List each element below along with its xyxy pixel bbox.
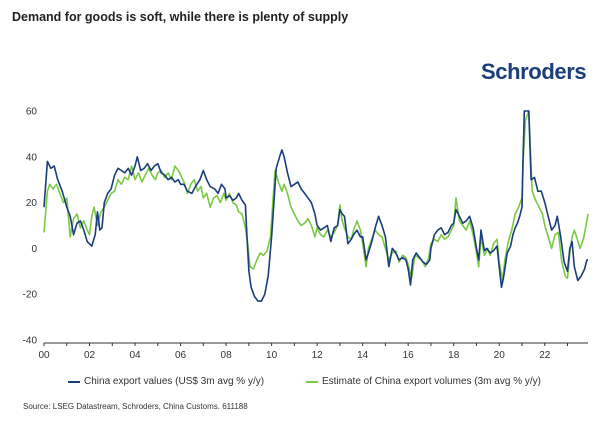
y-tick-label: -20 bbox=[23, 290, 38, 301]
x-tick-label: 00 bbox=[38, 350, 50, 361]
x-tick-label: 06 bbox=[175, 350, 187, 361]
source-note: Source: LSEG Datastream, Schroders, Chin… bbox=[23, 402, 248, 411]
x-tick-label: 20 bbox=[494, 350, 506, 361]
legend-label-export-values: China export values (US$ 3m avg % y/y) bbox=[84, 376, 265, 387]
y-axis-labels: 60 40 20 0 -20 -40 bbox=[23, 107, 38, 347]
y-tick-label: -40 bbox=[23, 336, 38, 347]
x-tick-label: 14 bbox=[357, 350, 369, 361]
x-axis: 00 02 04 06 08 10 12 14 16 18 20 22 bbox=[38, 342, 588, 361]
x-tick-label: 12 bbox=[312, 350, 324, 361]
x-tick-label: 18 bbox=[448, 350, 460, 361]
x-tick-label: 08 bbox=[221, 350, 233, 361]
y-tick-label: 0 bbox=[31, 244, 37, 255]
x-tick-label: 10 bbox=[266, 350, 278, 361]
legend-label-export-volumes: Estimate of China export volumes (3m avg… bbox=[322, 376, 541, 387]
y-tick-label: 40 bbox=[26, 152, 38, 163]
x-tick-label: 16 bbox=[403, 350, 415, 361]
series-line-export-values bbox=[43, 110, 588, 302]
series-lines bbox=[43, 110, 589, 302]
chart-title: Demand for goods is soft, while there is… bbox=[12, 10, 349, 24]
schroders-logo: Schroders bbox=[481, 59, 587, 84]
legend-swatch-export-volumes bbox=[306, 380, 318, 383]
x-tick-label: 04 bbox=[129, 350, 141, 361]
line-chart: 60 40 20 0 -20 -40 00 02 04 06 08 10 12 14 16 18 20 22 bbox=[23, 107, 589, 361]
y-tick-label: 20 bbox=[26, 198, 38, 209]
x-tick-label: 02 bbox=[84, 350, 96, 361]
legend-item-export-values: China export values (US$ 3m avg % y/y) bbox=[68, 376, 264, 387]
y-tick-label: 60 bbox=[26, 107, 38, 118]
legend: China export values (US$ 3m avg % y/y) E… bbox=[0, 376, 600, 392]
x-tick-label: 22 bbox=[539, 350, 551, 361]
legend-item-export-volumes: Estimate of China export volumes (3m avg… bbox=[306, 376, 541, 387]
legend-swatch-export-values bbox=[68, 380, 80, 383]
